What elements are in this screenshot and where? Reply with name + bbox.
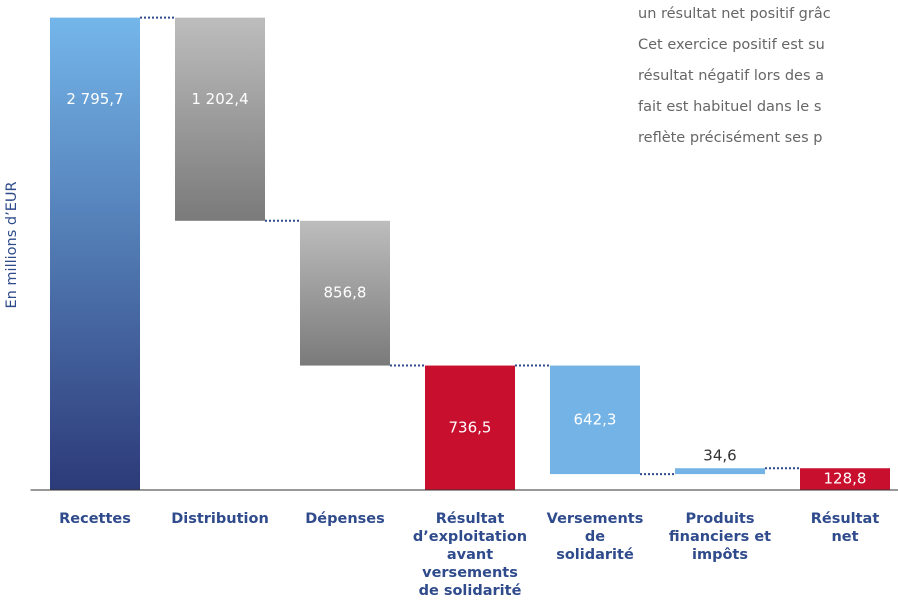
annotation-line: reflète précisément ses p [638,130,822,146]
value-label: 1 202,4 [191,90,248,108]
annotation-line: fait est habituel dans le s [638,99,821,115]
bar [300,220,390,366]
value-label: 642,3 [574,410,617,428]
y-axis-label: En millions d’EUR [4,181,20,308]
annotation-line: Cet exercice positif est su [638,37,825,53]
bar [800,468,890,490]
x-tick-label: Produits financiers et impôts [669,511,771,563]
x-tick-label: Dépenses [305,511,385,527]
annotation-line: résultat négatif lors des a [638,68,824,84]
bar [50,17,140,490]
bar [175,17,265,221]
value-label: 2 795,7 [66,90,123,108]
x-tick-label: Versements de solidarité [547,511,644,563]
value-label: 128,8 [824,470,867,488]
value-label: 736,5 [449,418,492,436]
annotation-line: un résultat net positif grâc [638,6,831,22]
bar [425,365,515,490]
value-label: 856,8 [324,284,367,302]
x-tick-label: Recettes [59,511,131,527]
x-tick-label: Résultat d’exploitation avant versements de … [413,511,527,599]
x-tick-label: Résultat net [811,511,880,545]
bar [675,468,765,475]
bar [550,365,640,475]
value-label: 34,6 [703,447,736,465]
x-tick-label: Distribution [171,511,269,527]
